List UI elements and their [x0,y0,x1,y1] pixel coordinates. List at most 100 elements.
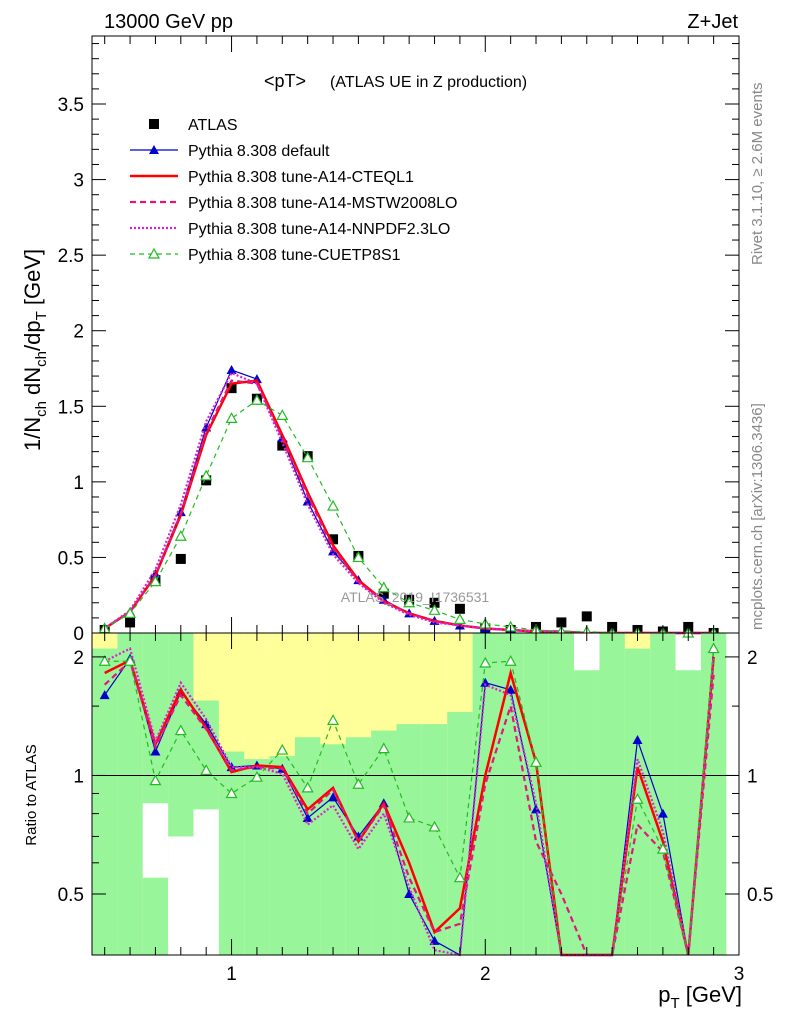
y-tick-label: 3 [73,171,84,192]
watermark: ATLAS_2019_I1736531 [341,589,490,605]
x-tick-label: 2 [480,964,491,985]
main-plot: 0 0.5 1 1.5 2 2.5 3 3.5 ATLAS_2019_I1736531 <pT… [20,35,740,645]
ratio-point [302,812,313,822]
x-tick-label: 3 [734,964,745,985]
legend-marker [149,119,159,129]
data-point [352,551,365,563]
data-point [125,617,136,628]
ratio-point [631,793,644,804]
data-point [581,611,592,622]
ratio-y-tick-label: 2 [73,648,84,669]
ratio-point [200,764,213,775]
ratio-series-pythia-8-308-tune-cuetp8s1 [98,642,720,956]
ratio-point [656,842,669,854]
data-point [378,588,389,599]
ratio-point [479,656,492,668]
band-inner [447,711,473,955]
data-point [328,546,339,556]
ratio-point [505,684,516,694]
legend-item-pythia-8-308-tune-a14-mstw2008lo: Pythia 8.308 tune-A14-MSTW2008LO [130,195,457,212]
ratio-point [632,735,643,745]
y-axis-label-ratio: Ratio to ATLAS [23,744,40,845]
band-inner [599,633,625,955]
band-gap [142,803,169,878]
legend-item-atlas: ATLAS [149,117,238,134]
band-inner [345,737,372,955]
band-inner [320,744,346,955]
ratio-series-pythia-8-308-tune-a14-mstw2008lo [103,659,715,957]
y-axis-label-main: 1/Nch dNch/dpT [GeV] [20,249,50,451]
legend-item-pythia-8-308-tune-cuetp8s1: Pythia 8.308 tune-CUETP8S1 [130,247,401,264]
data-point [453,613,466,624]
data-point [327,499,340,511]
band-inner [548,633,575,955]
legend-marker [147,247,161,259]
ratio-point [250,770,263,782]
ratio-point [276,743,289,755]
band-gap [168,836,194,955]
data-point [276,409,289,420]
band-inner [700,633,727,955]
ratio-point [352,777,365,789]
data-point [174,530,187,541]
data-point [175,553,186,564]
ratio-point [453,871,466,883]
ratio-point [429,935,440,945]
ratio-line-pythia-8-308-tune-a14-mstw2008lo [103,659,715,957]
legend-item-pythia-8-308-default: Pythia 8.308 default [130,143,330,160]
ratio-y-tick-label-right: 1 [747,766,758,787]
ratio-point [301,781,314,793]
data-point [556,617,567,628]
legend-label: Pythia 8.308 default [188,143,330,160]
ratio-point [99,690,110,700]
ratio-point [98,654,111,666]
side-text-bottom: mcplots.cern.ch [arXiv:1306.3436] [749,403,766,630]
plot-title-main: <pT> [264,71,306,91]
ratio-point [707,642,720,654]
x-axis-label: pT [GeV] [658,982,742,1012]
ratio-plot: 0.5 0.5 1 1 2 2 1 2 3 Ratio to ATLAS pT [GeV] [23,632,773,1012]
data-point [302,496,313,506]
data-point [328,534,339,545]
data-point [301,451,314,463]
band-inner [142,633,169,955]
ratio-point [124,654,137,666]
side-text-top: Rivet 3.1.10, ≥ 2.6M events [749,83,766,266]
ratio-point [504,654,517,666]
data-point [226,365,237,375]
ratio-y-tick-label: 0.5 [58,885,84,906]
ratio-point [149,774,162,786]
band-inner [650,633,676,955]
legend-label: Pythia 8.308 tune-A14-NNPDF2.3LO [188,221,450,238]
band-inner [218,751,245,955]
band-inner [117,633,143,955]
ratio-y-tick-label-right: 0.5 [747,885,773,906]
y-tick-label: 0 [73,624,84,645]
header-left: 13000 GeV pp [104,11,233,33]
ratio-point [480,677,491,687]
legend-label: Pythia 8.308 tune-A14-CTEQL1 [188,169,414,186]
ratio-point [377,742,390,754]
legend-label: Pythia 8.308 tune-A14-MSTW2008LO [188,195,457,212]
data-point [250,394,263,405]
band-inner [92,648,118,955]
ratio-y-tick-label: 1 [73,766,84,787]
band-inner [371,730,397,955]
data-point [149,575,162,587]
ratio-point [403,811,416,823]
band-inner [497,633,524,955]
band-inner [294,737,321,955]
plot-title-note: (ATLAS UE in Z production) [330,74,527,91]
y-tick-label: 3.5 [58,95,84,116]
x-tick-label: 1 [226,964,237,985]
ratio-point [529,756,543,767]
data-point [454,603,465,614]
y-tick-label: 1.5 [58,397,84,418]
legend-label: ATLAS [188,117,238,134]
legend-marker [149,145,159,154]
legend: ATLAS Pythia 8.308 default Pythia 8.308 tu… [130,117,457,264]
ratio-plot-frame [91,632,740,956]
plot-title: <pT> (ATLAS UE in Z production) [264,71,527,91]
legend-item-pythia-8-308-tune-a14-cteql1: Pythia 8.308 tune-A14-CTEQL1 [130,169,414,186]
